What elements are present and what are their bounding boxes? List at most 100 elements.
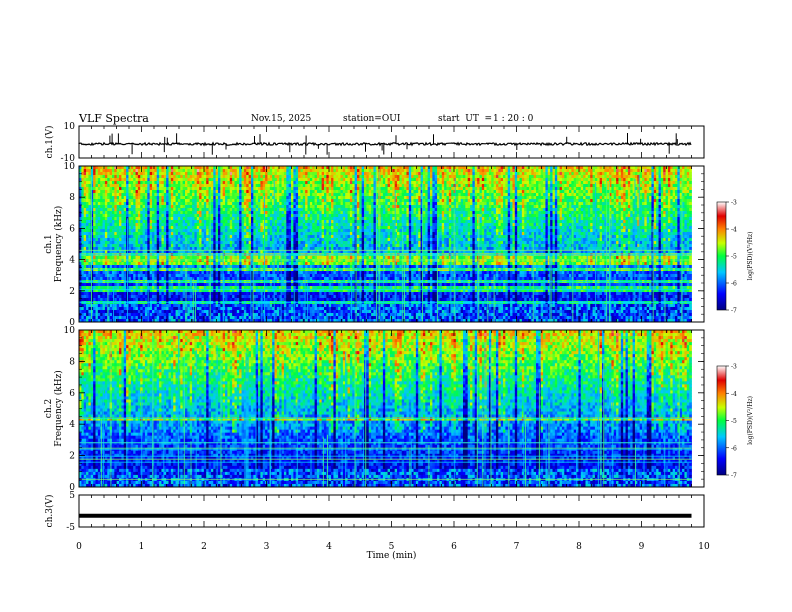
spectro-cell [84, 313, 87, 316]
spectro-cell [81, 190, 84, 193]
spectro-cell [133, 169, 136, 172]
spectro-cell [121, 172, 124, 175]
spectro-cell [128, 247, 131, 250]
spectro-cell [126, 166, 129, 169]
spectro-cell [121, 238, 124, 241]
spectro-cell [133, 283, 136, 286]
spectro-cell [121, 211, 124, 214]
spectro-cell [117, 172, 120, 175]
spectro-cell [136, 175, 139, 178]
spectro-cell [105, 166, 108, 169]
spectro-cell [119, 214, 122, 217]
spectro-cell [81, 205, 84, 208]
spectro-cell [114, 256, 117, 259]
spectro-cell [86, 313, 89, 316]
spectro-cell [112, 283, 115, 286]
spectro-cell [124, 238, 127, 241]
spectro-cell [133, 295, 136, 298]
spectro-cell [121, 277, 124, 280]
spectro-cell [121, 301, 124, 304]
spectro-cell [93, 166, 96, 169]
spectro-cell [128, 202, 131, 205]
spectro-cell [117, 262, 120, 265]
spectro-cell [107, 211, 110, 214]
spectro-cell [128, 310, 131, 313]
spectro-cell [126, 193, 129, 196]
spectro-cell [86, 202, 89, 205]
spectro-cell [110, 295, 113, 298]
spectro-cell [128, 295, 131, 298]
spectro-cell [100, 259, 103, 262]
spectro-cell [110, 247, 113, 250]
spectro-cell [128, 172, 131, 175]
spectro-cell [117, 295, 120, 298]
spectro-cell [117, 211, 120, 214]
spectro-cell [138, 172, 141, 175]
spectro-cell [133, 199, 136, 202]
spectro-cell [128, 220, 131, 223]
spectro-cell [86, 193, 89, 196]
spectro-cell [121, 283, 124, 286]
spectro-cell [133, 286, 136, 289]
spectro-cell [100, 274, 103, 277]
spectro-cell [138, 241, 141, 244]
spectro-cell [119, 184, 122, 187]
spectro-cell [112, 181, 115, 184]
spectro-cell [81, 187, 84, 190]
spectro-cell [114, 232, 117, 235]
spectro-cell [131, 262, 134, 265]
spectro-cell [117, 268, 120, 271]
spectro-cell [136, 178, 139, 181]
spectro-cell [86, 187, 89, 190]
spectro-cell [95, 310, 98, 313]
spectro-cell [88, 226, 91, 229]
spectro-cell [100, 277, 103, 280]
spectro-cell [112, 223, 115, 226]
spectro-cell [124, 271, 127, 274]
spectro-cell [121, 208, 124, 211]
spectro-cell [138, 277, 141, 280]
spectro-cell [136, 208, 139, 211]
spectro-cell [100, 220, 103, 223]
spectro-cell [88, 181, 91, 184]
spectro-cell [136, 172, 139, 175]
spectro-cell [95, 268, 98, 271]
spectro-cell [98, 286, 101, 289]
spectro-cell [128, 193, 131, 196]
spectro-cell [128, 262, 131, 265]
spectro-cell [93, 169, 96, 172]
spectro-cell [136, 295, 139, 298]
spectro-cell [103, 313, 106, 316]
spectro-cell [88, 205, 91, 208]
spectro-cell [98, 226, 101, 229]
spectro-cell [117, 307, 120, 310]
spectro-cell [107, 169, 110, 172]
spectro-cell [98, 241, 101, 244]
spectro-cell [131, 295, 134, 298]
spectro-cell [114, 247, 117, 250]
spectro-cell [133, 205, 136, 208]
spectro-cell [110, 313, 113, 316]
spectro-cell [86, 172, 89, 175]
spectro-cell [88, 310, 91, 313]
spectro-cell [136, 304, 139, 307]
spectro-cell [110, 229, 113, 232]
spectro-cell [117, 229, 120, 232]
spectro-cell [119, 166, 122, 169]
spectro-cell [112, 232, 115, 235]
spectro-cell [119, 232, 122, 235]
spectro-cell [112, 211, 115, 214]
spectro-cell [95, 274, 98, 277]
spectro-cell [103, 187, 106, 190]
spectro-cell [131, 235, 134, 238]
spectro-cell [124, 298, 127, 301]
spectro-cell [110, 238, 113, 241]
spectro-cell [88, 220, 91, 223]
spectro-cell [128, 232, 131, 235]
spectro-cell [105, 310, 108, 313]
spectro-cell [133, 190, 136, 193]
spectro-cell [88, 187, 91, 190]
spectro-cell [126, 211, 129, 214]
spectro-cell [112, 220, 115, 223]
spectro-cell [95, 307, 98, 310]
